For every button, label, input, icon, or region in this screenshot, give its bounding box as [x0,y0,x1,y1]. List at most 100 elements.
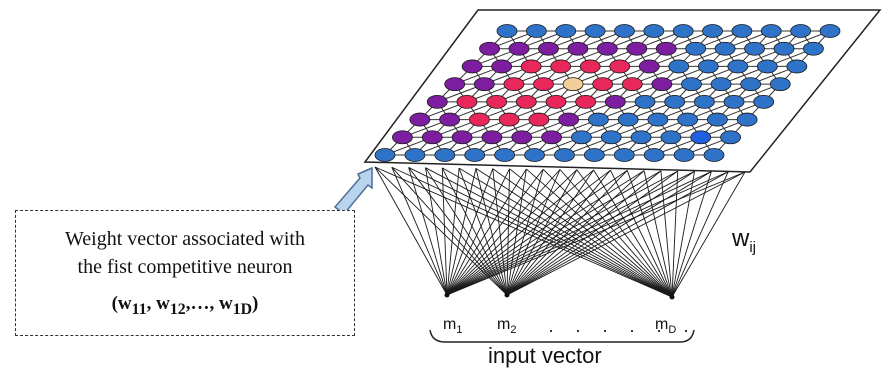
weight-connection [442,167,673,298]
formula-sub-1d: 1D [232,300,253,318]
weight-connection [671,171,746,298]
neuron-purple [409,112,431,127]
weight-connection [391,166,673,298]
neuron-red [468,112,490,127]
neuron-blue [693,94,715,109]
neuron-purple [596,41,618,56]
input-label-base: m [655,316,669,333]
input-label-m1: m1 [443,316,462,336]
input-label-sub: 2 [510,324,517,337]
neuron-blue [727,59,749,74]
input-label-md: mD [655,316,676,336]
neuron-blue [634,94,656,109]
weight-connection [441,167,448,296]
competitive-neurons [374,24,841,162]
neuron-blue [706,112,728,127]
neuron-blue [583,148,605,162]
weight-label-wij: wij [732,225,756,256]
neuron-blue [760,24,782,38]
neuron-blue [668,59,690,74]
weight-connection [492,168,673,298]
weight-connection [446,168,477,296]
weight-connection [671,171,729,298]
neuron-blue [464,148,486,162]
neuron-purple [479,41,500,56]
neuron-purple [541,130,562,145]
neuron-blue [571,130,592,145]
neuron-purple [558,112,580,127]
neuron-blue [600,130,622,145]
neuron-purple [538,41,559,56]
neuron-blue [672,24,694,38]
weight-connection [576,169,673,298]
weight-connection [446,168,527,296]
neuron-red [609,59,631,74]
input-label-m2: m2 [497,316,516,336]
neuron-blue [643,24,665,38]
neuron-red [550,59,572,74]
weight-connection [593,169,673,298]
neuron-blue [681,77,702,92]
input-node [504,292,510,298]
neuron-blue [790,24,812,38]
weight-connection [446,170,645,296]
weight-connection [446,168,460,296]
weight-connection [526,168,673,298]
callout-line-1: Weight vector associated with [65,228,305,250]
weight-connection [425,167,673,298]
neuron-blue [587,112,609,127]
neuron-purple [651,77,673,92]
weight-connection [506,171,729,296]
neuron-blue [613,148,635,162]
neuron-red [515,94,537,109]
neuron-blue [434,148,456,162]
weight-connection [446,169,561,296]
neuron-purple [491,59,513,74]
formula-sep-1: , w [146,293,170,314]
weight-connection [506,170,645,296]
neuron-blue [660,130,682,145]
weight-connection [446,168,494,296]
neuron-purple [481,130,503,145]
callout-line-2: the fist competitive neuron [77,256,293,278]
neuron-highlight_blue [690,130,712,145]
neuron-blue [720,130,741,145]
neuron-blue [677,112,699,127]
neuron-blue [710,77,732,92]
neuron-purple [426,94,448,109]
weight-connection [446,169,611,296]
neuron-red [545,94,567,109]
neuron-blue [736,112,758,127]
neuron-red [503,77,525,92]
neuron-purple [461,59,483,74]
neuron-blue [723,94,745,109]
neuron-blue [740,77,762,92]
neuron-blue [702,24,723,38]
neuron-blue [525,24,547,38]
input-label-sub: 1 [456,324,463,337]
neuron-blue [647,112,669,127]
neuron-purple [567,41,589,56]
neuron-purple [511,130,533,145]
neuron-blue [630,130,652,145]
weight-vector-formula: (w11, w12,…, w1D) [16,293,354,319]
neuron-blue [744,41,765,56]
neuron-red [456,94,478,109]
weight-connection [509,168,673,298]
formula-open: (w [111,293,132,314]
neuron-blue [374,148,396,162]
neuron-red [575,94,597,109]
neuron-purple [655,41,677,56]
weight-connection [408,167,448,296]
neuron-purple [473,77,495,92]
input-vector-brace [429,329,695,343]
weight-connection [446,170,662,296]
weight-connection [408,167,508,296]
neuron-purple [439,112,461,127]
neuron-red [533,77,554,92]
weight-label-base: w [732,225,750,252]
weight-connection [506,170,695,296]
neuron-blue [753,94,775,109]
weight-connection [671,171,679,298]
weight-connection [506,171,712,296]
